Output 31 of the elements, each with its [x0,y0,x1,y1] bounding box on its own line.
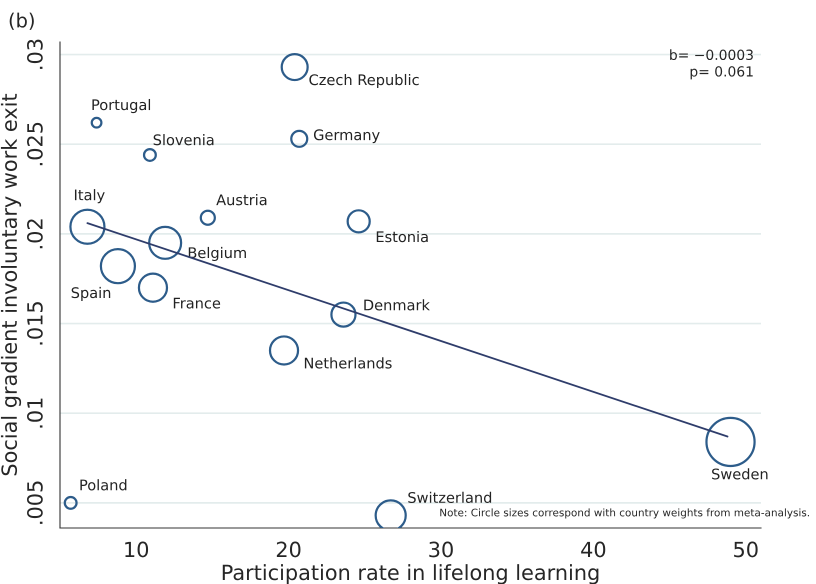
y-tick-label: .005 [27,482,43,524]
y-tick-label: .025 [27,122,43,166]
x-tick-label: 30 [429,542,453,558]
annotation: Note: Circle sizes correspond with country weights from meta-analysis. [440,508,809,518]
y-tick-label: .01 [27,398,43,428]
annotation: France [174,298,220,309]
annotation: Czech Republic [309,74,419,88]
annotation: Sweden [712,468,768,480]
annotation: Netherlands [304,357,392,369]
annotation: Spain [72,286,110,302]
x-axis-title: Participation rate in lifelong learning [222,564,598,584]
chart-title: (b) [10,12,34,30]
y-tick-label: .03 [27,40,43,69]
annotation: Belgium [188,246,246,262]
annotation: Denmark [364,299,430,310]
annotation: Slovenia [154,134,214,146]
x-tick-label: 20 [276,542,300,558]
y-tick-label: .02 [27,219,43,248]
annotation: Portugal [92,98,150,114]
x-tick-label: 50 [734,542,758,558]
x-tick-label: 10 [125,542,148,558]
y-axis-title: Social gradient involuntary work exit [0,94,22,476]
annotation: Italy [74,189,105,204]
annotation: Austria [216,194,266,206]
annotation: Switzerland [408,492,492,504]
annotation: Estonia [376,230,428,242]
annotation: Germany [314,129,380,144]
x-tick-label: 40 [581,542,606,558]
annotation: Poland [80,479,126,490]
annotation: b= −0.0003 p= 0.061 [670,49,753,80]
y-tick-label: .015 [27,302,43,345]
